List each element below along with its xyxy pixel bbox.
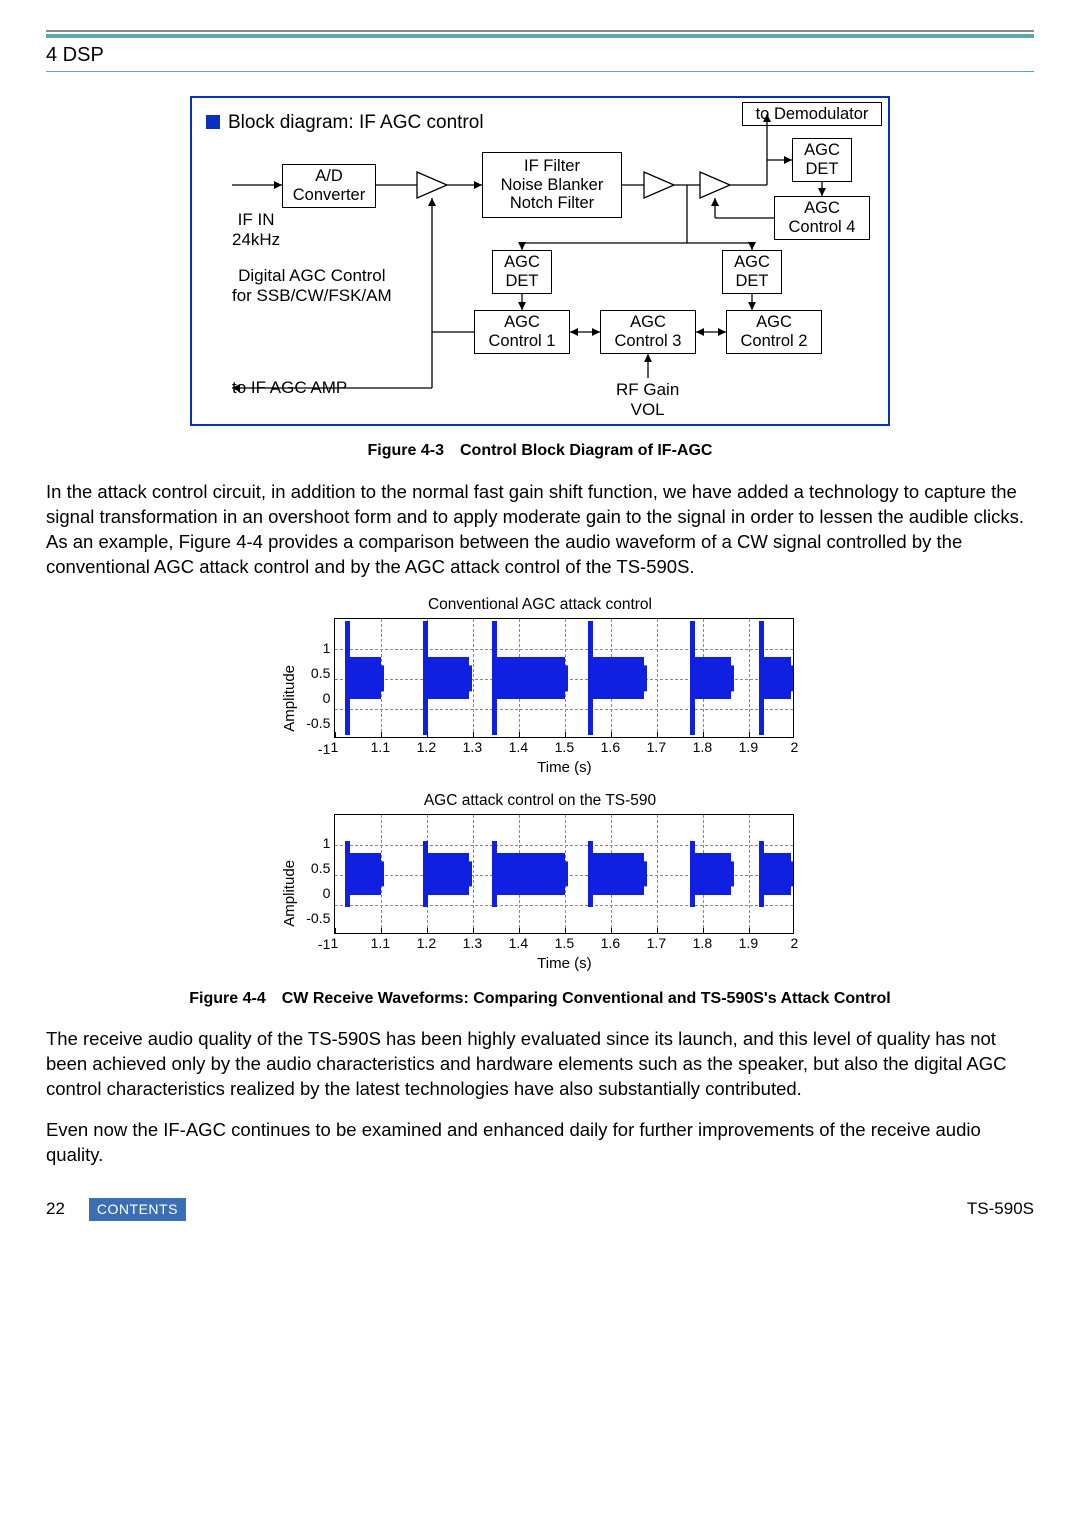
- diagram-title: Block diagram: IF AGC control: [228, 110, 484, 136]
- page-number: 22: [46, 1198, 65, 1221]
- plot-top: [334, 618, 794, 738]
- paragraph-1: In the attack control circuit, in additi…: [46, 480, 1034, 580]
- paragraph-3: Even now the IF-AGC continues to be exam…: [46, 1118, 1034, 1168]
- xticks-bottom: 11.11.21.31.41.51.61.71.81.92: [334, 934, 794, 952]
- header-rule: [46, 30, 1034, 38]
- iff3: Notch Filter: [483, 194, 621, 213]
- chart-bottom: AGC attack control on the TS-590 Amplitu…: [280, 791, 800, 974]
- box-agc-det-mid-right: AGCDET: [722, 250, 782, 294]
- label-to-if-agc-amp: to IF AGC AMP: [232, 378, 347, 398]
- figure-4-3: Block diagram: IF AGC control to Demodul…: [46, 96, 1034, 426]
- figure-4-3-caption: Figure 4-3 Control Block Diagram of IF-A…: [46, 440, 1034, 462]
- iff1: IF Filter: [483, 157, 621, 176]
- figure-4-4: Conventional AGC attack control Amplitud…: [46, 595, 1034, 973]
- page-footer: 22 CONTENTS TS-590S: [46, 1198, 1034, 1221]
- paragraph-2: The receive audio quality of the TS-590S…: [46, 1027, 1034, 1102]
- chart-top: Conventional AGC attack control Amplitud…: [280, 595, 800, 778]
- ad-line1: A/D: [283, 167, 375, 186]
- model-label: TS-590S: [967, 1198, 1034, 1221]
- plot-bottom: [334, 814, 794, 934]
- chart-bottom-title: AGC attack control on the TS-590: [280, 791, 800, 812]
- block-diagram: Block diagram: IF AGC control to Demodul…: [190, 96, 890, 426]
- label-to-demodulator: to Demodulator: [742, 102, 882, 126]
- label-if-in: IF IN24kHz: [232, 210, 280, 249]
- to-demod-text: to Demodulator: [743, 105, 881, 124]
- box-ad-converter: A/D Converter: [282, 164, 376, 208]
- box-agc-det-mid-left: AGCDET: [492, 250, 552, 294]
- adt1: AGC: [793, 141, 851, 160]
- chart-ylabel: Amplitude: [280, 665, 300, 732]
- label-digital-agc: Digital AGC Controlfor SSB/CW/FSK/AM: [232, 266, 392, 305]
- chart-bottom-yticks: 10.50-0.5-1: [306, 834, 330, 954]
- chart-ylabel-2: Amplitude: [280, 860, 300, 927]
- chart-top-title: Conventional AGC attack control: [280, 595, 800, 616]
- box-agc-control-2: AGCControl 2: [726, 310, 822, 354]
- box-agc-control-4: AGC Control 4: [774, 196, 870, 240]
- adt2: DET: [793, 160, 851, 179]
- contents-button[interactable]: CONTENTS: [89, 1198, 186, 1221]
- ad-line2: Converter: [283, 186, 375, 205]
- iff2: Noise Blanker: [483, 176, 621, 195]
- section-header: 4 DSP: [46, 42, 1034, 72]
- ac4a: AGC: [775, 199, 869, 218]
- label-rf-gain: RF GainVOL: [616, 380, 679, 419]
- box-agc-control-1: AGCControl 1: [474, 310, 570, 354]
- chart-xlabel-2: Time (s): [334, 954, 794, 974]
- box-if-filter: IF Filter Noise Blanker Notch Filter: [482, 152, 622, 218]
- title-square-icon: [206, 115, 220, 129]
- box-agc-det-top: AGC DET: [792, 138, 852, 182]
- ac4b: Control 4: [775, 218, 869, 237]
- figure-4-4-caption: Figure 4-4 CW Receive Waveforms: Compari…: [46, 988, 1034, 1010]
- chart-top-yticks: 10.50-0.5-1: [306, 639, 330, 759]
- box-agc-control-3: AGCControl 3: [600, 310, 696, 354]
- chart-xlabel: Time (s): [334, 758, 794, 778]
- xticks-top: 11.11.21.31.41.51.61.71.81.92: [334, 738, 794, 756]
